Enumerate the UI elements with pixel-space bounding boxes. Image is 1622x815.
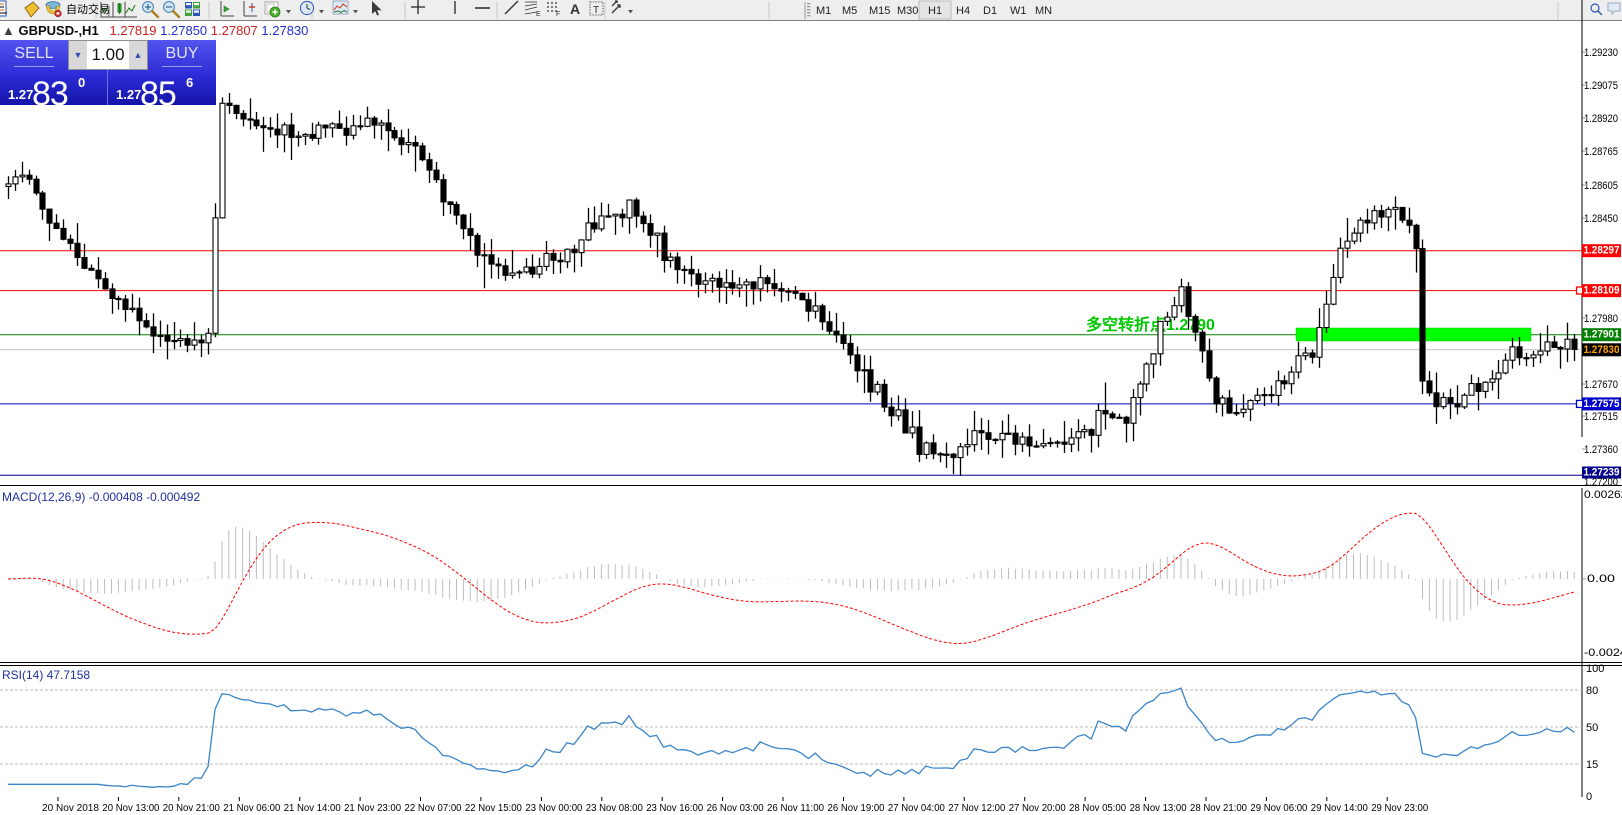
- svg-text:E: E: [536, 11, 541, 18]
- svg-text:100: 100: [1586, 663, 1604, 675]
- svg-text:RSI(14) 47.7158: RSI(14) 47.7158: [2, 668, 90, 682]
- svg-text:20 Nov 13:00: 20 Nov 13:00: [102, 803, 159, 814]
- svg-text:M30: M30: [897, 5, 918, 17]
- svg-text:29 Nov 23:00: 29 Nov 23:00: [1371, 803, 1428, 814]
- svg-text:1.27830: 1.27830: [1584, 344, 1620, 356]
- svg-text:0.002627: 0.002627: [1584, 489, 1622, 501]
- svg-text:H4: H4: [956, 5, 970, 17]
- svg-text:21 Nov 14:00: 21 Nov 14:00: [284, 803, 341, 814]
- svg-text:26 Nov 11:00: 26 Nov 11:00: [767, 803, 824, 814]
- svg-text:15: 15: [1586, 759, 1598, 771]
- svg-text:20 Nov 2018: 20 Nov 2018: [42, 803, 99, 814]
- svg-text:28 Nov 05:00: 28 Nov 05:00: [1069, 803, 1126, 814]
- svg-text:21 Nov 23:00: 21 Nov 23:00: [344, 803, 401, 814]
- svg-text:1.27360: 1.27360: [1584, 444, 1618, 456]
- svg-text:1.28109: 1.28109: [1584, 285, 1620, 297]
- svg-text:W1: W1: [1010, 5, 1027, 17]
- svg-text:D1: D1: [983, 5, 997, 17]
- svg-text:0.00: 0.00: [1587, 573, 1615, 585]
- svg-text:20 Nov 21:00: 20 Nov 21:00: [163, 803, 220, 814]
- svg-text:23 Nov 16:00: 23 Nov 16:00: [646, 803, 703, 814]
- svg-text:M15: M15: [869, 5, 890, 17]
- svg-text:1.27670: 1.27670: [1584, 379, 1618, 391]
- svg-text:1.27200: 1.27200: [1584, 477, 1618, 489]
- svg-text:26 Nov 03:00: 26 Nov 03:00: [707, 803, 764, 814]
- svg-text:27 Nov 20:00: 27 Nov 20:00: [1009, 803, 1066, 814]
- svg-text:29 Nov 06:00: 29 Nov 06:00: [1250, 803, 1307, 814]
- svg-text:M1: M1: [816, 5, 831, 17]
- svg-text:28 Nov 13:00: 28 Nov 13:00: [1130, 803, 1187, 814]
- svg-text:F: F: [556, 11, 560, 18]
- svg-text:T: T: [593, 5, 599, 16]
- svg-text:-0.00244: -0.00244: [1584, 647, 1622, 659]
- svg-text:M5: M5: [842, 5, 857, 17]
- svg-text:22 Nov 07:00: 22 Nov 07:00: [405, 803, 462, 814]
- svg-text:28 Nov 21:00: 28 Nov 21:00: [1190, 803, 1247, 814]
- svg-text:0: 0: [1586, 791, 1592, 803]
- svg-text:22 Nov 15:00: 22 Nov 15:00: [465, 803, 522, 814]
- svg-text:23 Nov 08:00: 23 Nov 08:00: [586, 803, 643, 814]
- svg-text:50: 50: [1586, 722, 1598, 734]
- svg-text:21 Nov 06:00: 21 Nov 06:00: [223, 803, 280, 814]
- svg-text:MN: MN: [1035, 5, 1052, 17]
- svg-text:MACD(12,26,9) -0.000408 -0.000: MACD(12,26,9) -0.000408 -0.000492: [2, 490, 200, 504]
- svg-text:自动交易: 自动交易: [66, 2, 110, 16]
- svg-text:29 Nov 14:00: 29 Nov 14:00: [1311, 803, 1368, 814]
- svg-text:27 Nov 12:00: 27 Nov 12:00: [948, 803, 1005, 814]
- svg-text:1.28920: 1.28920: [1584, 113, 1618, 125]
- svg-text:1.29075: 1.29075: [1584, 80, 1618, 92]
- svg-text:1.28297: 1.28297: [1584, 245, 1620, 257]
- svg-text:1.28605: 1.28605: [1584, 180, 1618, 192]
- svg-text:80: 80: [1586, 685, 1598, 697]
- svg-text:23 Nov 00:00: 23 Nov 00:00: [525, 803, 582, 814]
- svg-text:1.27901: 1.27901: [1584, 329, 1620, 341]
- svg-text:1.27980: 1.27980: [1584, 313, 1618, 325]
- svg-text:1.27575: 1.27575: [1584, 398, 1620, 410]
- svg-text:1.27515: 1.27515: [1584, 411, 1618, 423]
- svg-text:26 Nov 19:00: 26 Nov 19:00: [828, 803, 885, 814]
- svg-text:A: A: [570, 1, 580, 17]
- svg-text:1.28450: 1.28450: [1584, 213, 1618, 225]
- svg-text:1.28765: 1.28765: [1584, 146, 1618, 158]
- svg-text:1.29230: 1.29230: [1584, 47, 1618, 59]
- svg-text:27 Nov 04:00: 27 Nov 04:00: [888, 803, 945, 814]
- svg-text:H1: H1: [928, 5, 942, 17]
